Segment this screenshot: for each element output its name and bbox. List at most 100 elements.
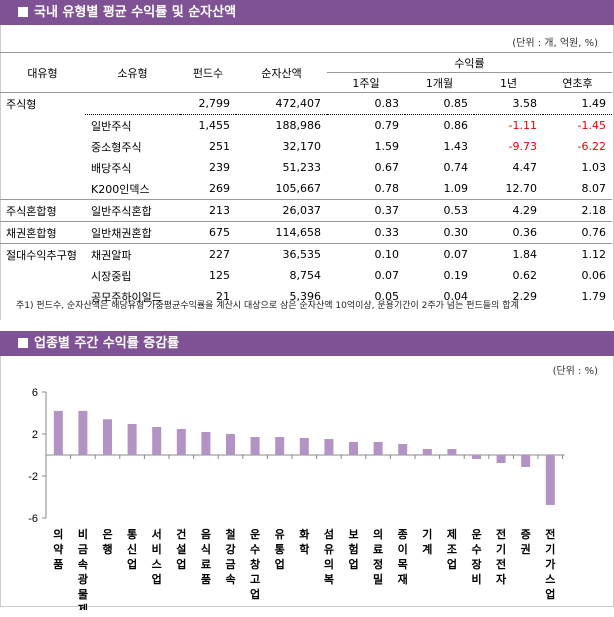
cell-y1: 4.47 bbox=[512, 161, 538, 174]
cell-assets: 105,667 bbox=[275, 182, 322, 195]
cell-ytd: 2.18 bbox=[543, 199, 612, 222]
cell-y1: 12.70 bbox=[505, 182, 538, 195]
y-tick-label: 6 bbox=[32, 387, 38, 399]
cell-ytd: 0.76 bbox=[543, 221, 612, 244]
cell-ytd: -6.22 bbox=[577, 140, 606, 153]
cell-major: 주식혼합형 bbox=[0, 199, 85, 222]
cell-major: 주식형 bbox=[6, 97, 37, 111]
y-tick-label: -2 bbox=[28, 471, 38, 483]
bar bbox=[250, 437, 260, 455]
cell-y1: 2.29 bbox=[512, 290, 538, 303]
cell-funds: 251 bbox=[209, 140, 230, 153]
col-1y: 1년 bbox=[499, 76, 518, 90]
cell-ytd: -1.45 bbox=[543, 114, 612, 136]
bar bbox=[103, 419, 112, 455]
table-row: 절대수익추구형 채권알파 227 36,535 0.10 0.07 1.84 1.12 bbox=[0, 243, 612, 265]
table-row: 공모주하이일드 21 5,396 0.05 0.04 2.29 1.79 bbox=[0, 286, 612, 307]
cell-w1: 0.37 bbox=[327, 199, 405, 222]
col-ytd: 연초후 bbox=[562, 76, 593, 90]
cell-assets: 188,986 bbox=[236, 114, 327, 136]
bar bbox=[226, 434, 235, 455]
fund-table: 대유형 소유형 펀드수 순자산액 수익률 1주일 1개월 1년 연초후 주식형 2,799 472… bbox=[0, 52, 612, 307]
cell-minor: 시장중립 bbox=[91, 269, 132, 283]
bar bbox=[176, 428, 186, 455]
cell-y1: -9.73 bbox=[508, 140, 537, 153]
cell-funds: 269 bbox=[209, 182, 230, 195]
cell-minor: K200인덱스 bbox=[91, 182, 150, 196]
x-tick-label: 비금속광물제품 bbox=[78, 527, 88, 610]
cell-y1: 3.58 bbox=[512, 97, 538, 110]
cell-minor: 채권알파 bbox=[85, 243, 180, 265]
cell-minor: 배당주식 bbox=[91, 161, 132, 175]
col-returns: 수익률 bbox=[327, 52, 612, 73]
col-funds: 펀드수 bbox=[180, 52, 236, 93]
bar bbox=[53, 410, 63, 455]
cell-w1: 1.59 bbox=[374, 140, 400, 153]
cell-y1: 1.84 bbox=[474, 243, 543, 265]
y-tick-label: 2 bbox=[32, 429, 38, 441]
cell-ytd: 1.79 bbox=[581, 290, 607, 303]
cell-w1: 0.07 bbox=[374, 269, 400, 282]
square-icon bbox=[18, 338, 28, 348]
col-assets: 순자산액 bbox=[236, 52, 327, 93]
cell-major bbox=[0, 178, 85, 200]
cell-funds: 239 bbox=[209, 161, 230, 174]
bar bbox=[447, 449, 457, 455]
cell-m1: 0.30 bbox=[405, 221, 474, 244]
cell-w1: 0.78 bbox=[374, 182, 400, 195]
cell-m1: 0.19 bbox=[443, 269, 469, 282]
col-major: 대유형 bbox=[0, 52, 85, 93]
section2-title: 업종별 주간 수익률 증감률 bbox=[34, 336, 180, 351]
cell-ytd: 8.07 bbox=[581, 182, 607, 195]
cell-m1: 0.04 bbox=[443, 290, 469, 303]
table-row: K200인덱스 269 105,667 0.78 1.09 12.70 8.07 bbox=[0, 178, 612, 200]
bar bbox=[152, 426, 162, 455]
cell-funds: 21 bbox=[216, 290, 230, 303]
cell-assets: 8,754 bbox=[289, 269, 322, 282]
square-icon bbox=[18, 7, 28, 17]
cell-ytd: 1.03 bbox=[581, 161, 607, 174]
cell-major: 절대수익추구형 bbox=[0, 243, 85, 265]
cell-w1: 0.79 bbox=[327, 114, 405, 136]
cell-w1: 0.67 bbox=[374, 161, 400, 174]
cell-m1: 0.74 bbox=[443, 161, 469, 174]
bar bbox=[275, 437, 285, 455]
bar bbox=[78, 410, 88, 455]
cell-funds: 675 bbox=[180, 221, 236, 244]
table-row: 시장중립 125 8,754 0.07 0.19 0.62 0.06 bbox=[0, 265, 612, 286]
cell-major bbox=[0, 265, 85, 286]
col-1m: 1개월 bbox=[425, 76, 454, 90]
cell-assets: 472,407 bbox=[275, 97, 322, 110]
cell-m1: 0.53 bbox=[405, 199, 474, 222]
section2-header: 업종별 주간 수익률 증감률 bbox=[0, 331, 614, 356]
cell-m1: 1.09 bbox=[443, 182, 469, 195]
bar bbox=[201, 432, 211, 455]
cell-minor: 일반채권혼합 bbox=[85, 221, 180, 244]
cell-funds: 213 bbox=[180, 199, 236, 222]
cell-y1: 0.62 bbox=[512, 269, 538, 282]
cell-minor: 일반주식 bbox=[85, 114, 180, 136]
table-row: 중소형주식 251 32,170 1.59 1.43 -9.73 -6.22 bbox=[0, 136, 612, 157]
cell-y1: 4.29 bbox=[474, 199, 543, 222]
table-row: 주식형 2,799 472,407 0.83 0.85 3.58 1.49 bbox=[0, 93, 612, 115]
bar bbox=[373, 441, 383, 455]
col-1w: 1주일 bbox=[352, 76, 380, 90]
bar bbox=[496, 455, 506, 463]
bar bbox=[422, 449, 432, 455]
cell-major bbox=[0, 115, 85, 137]
cell-minor: 일반주식혼합 bbox=[85, 199, 180, 222]
